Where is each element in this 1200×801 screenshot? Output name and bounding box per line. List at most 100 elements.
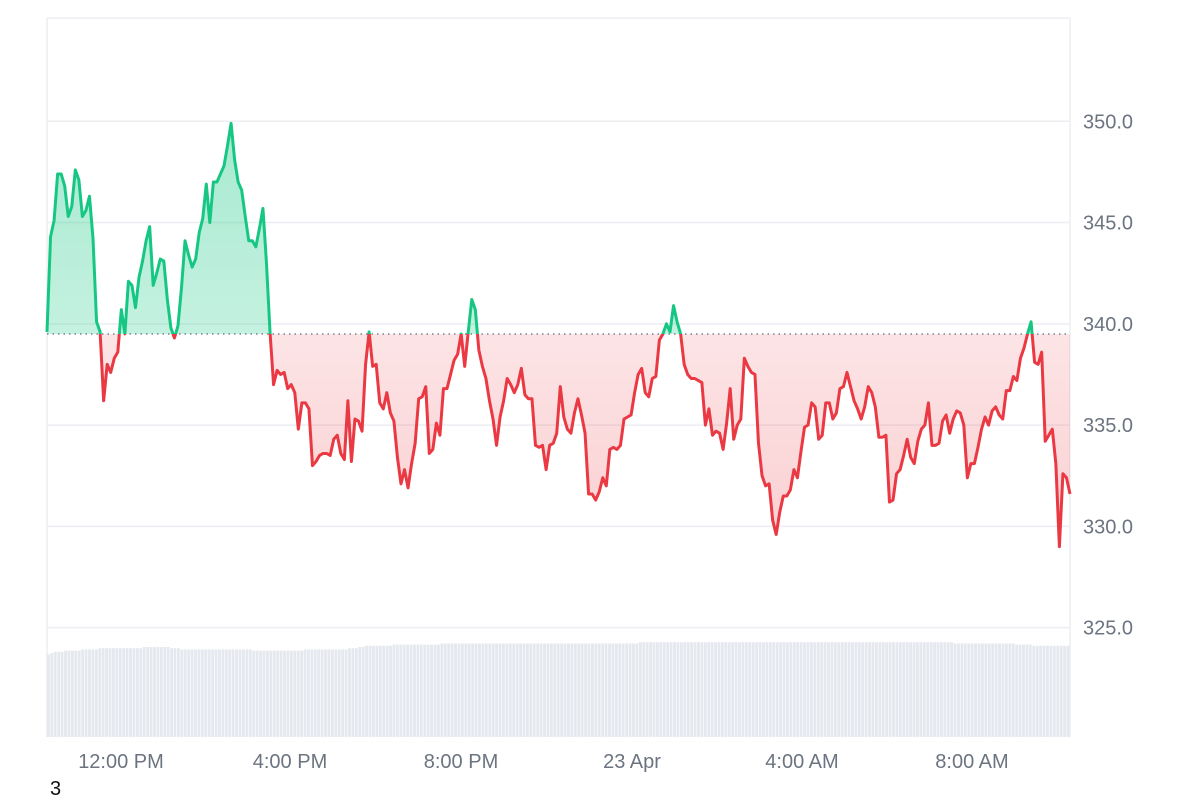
volume-bar bbox=[313, 649, 317, 737]
volume-bar bbox=[519, 643, 522, 737]
volume-bar bbox=[741, 642, 745, 737]
volume-bar bbox=[272, 650, 276, 737]
volume-bar bbox=[683, 642, 687, 737]
volume-bar bbox=[413, 644, 416, 737]
volume-bar bbox=[892, 642, 895, 737]
volume-bar bbox=[242, 649, 245, 737]
volume-bar bbox=[276, 650, 280, 737]
volume-bar bbox=[1028, 644, 1032, 737]
volume-bar bbox=[977, 643, 981, 737]
volume-bar bbox=[406, 644, 410, 737]
volume-bar bbox=[94, 649, 98, 737]
volume-bar bbox=[888, 642, 892, 737]
volume-bar bbox=[460, 643, 464, 737]
volume-bar bbox=[450, 643, 454, 737]
volume-bar bbox=[139, 648, 143, 737]
volume-bar bbox=[943, 642, 947, 737]
volume-bar bbox=[721, 642, 724, 737]
volume-bar bbox=[772, 642, 776, 737]
volume-bar bbox=[799, 642, 803, 737]
volume-bar bbox=[303, 649, 307, 737]
volume-bar bbox=[293, 650, 297, 737]
volume-bar bbox=[553, 643, 557, 737]
volume-bar bbox=[734, 642, 738, 737]
volume-bar bbox=[368, 645, 372, 737]
volume-bar bbox=[163, 647, 167, 737]
volume-bar bbox=[262, 650, 266, 737]
volume-bar bbox=[200, 649, 204, 737]
volume-bar bbox=[1008, 643, 1012, 737]
volume-bar bbox=[211, 649, 215, 737]
volume-bar bbox=[830, 642, 834, 737]
volume-bar bbox=[238, 649, 242, 737]
volume-bar bbox=[467, 643, 471, 737]
volume-bar bbox=[218, 649, 221, 737]
volume-bar bbox=[190, 649, 194, 737]
volume-bar bbox=[471, 643, 475, 737]
volume-bar bbox=[792, 642, 796, 737]
volume-bar bbox=[922, 642, 926, 737]
volume-bar bbox=[560, 643, 564, 737]
volume-bar bbox=[748, 642, 752, 737]
volume-bars bbox=[47, 642, 1070, 737]
volume-bar bbox=[498, 643, 502, 737]
volume-bar bbox=[638, 642, 642, 737]
volume-bar bbox=[1063, 645, 1066, 737]
volume-bar bbox=[512, 643, 516, 737]
volume-bar bbox=[967, 643, 971, 737]
volume-bar bbox=[666, 642, 670, 737]
volume-bar bbox=[840, 642, 844, 737]
volume-bar bbox=[905, 642, 909, 737]
x-tick-label: 4:00 AM bbox=[765, 751, 838, 773]
volume-bar bbox=[762, 642, 765, 737]
volume-bar bbox=[443, 643, 447, 737]
volume-bar bbox=[484, 643, 488, 737]
area-below-baseline bbox=[100, 333, 1070, 547]
volume-bar bbox=[614, 643, 618, 737]
volume-bar bbox=[1066, 645, 1070, 737]
volume-bar bbox=[1052, 645, 1056, 737]
volume-bar bbox=[587, 643, 591, 737]
volume-bar bbox=[248, 649, 252, 737]
price-area bbox=[47, 123, 1070, 547]
x-tick-label: 12:00 PM bbox=[78, 751, 164, 773]
volume-bar bbox=[286, 650, 290, 737]
price-line bbox=[45, 121, 1072, 549]
volume-bar bbox=[1022, 644, 1025, 737]
volume-bar bbox=[84, 649, 88, 737]
volume-bar bbox=[703, 642, 707, 737]
volume-bar bbox=[570, 643, 574, 737]
volume-bar bbox=[50, 653, 54, 737]
volume-bar bbox=[953, 643, 957, 737]
volume-bar bbox=[330, 649, 334, 737]
x-axis-ticks: 12:00 PM 4:00 PM 8:00 PM 23 Apr 4:00 AM 8:00 … bbox=[78, 751, 1009, 773]
volume-bar bbox=[378, 645, 382, 737]
volume-bar bbox=[81, 649, 85, 737]
volume-bar bbox=[60, 651, 64, 737]
volume-bar bbox=[1015, 644, 1019, 737]
x-tick-label: 4:00 PM bbox=[253, 751, 327, 773]
volume-bar bbox=[395, 644, 399, 737]
volume-bar bbox=[1035, 645, 1039, 737]
volume-bar bbox=[881, 642, 885, 737]
volume-bar bbox=[375, 645, 379, 737]
volume-bar bbox=[1025, 644, 1029, 737]
volume-bar bbox=[324, 649, 327, 737]
volume-bar bbox=[789, 642, 793, 737]
volume-bar bbox=[1042, 645, 1046, 737]
volume-bar bbox=[768, 642, 772, 737]
volume-bar bbox=[601, 643, 605, 737]
volume-bar bbox=[874, 642, 878, 737]
volume-bar bbox=[806, 642, 810, 737]
volume-bar bbox=[950, 642, 954, 737]
volume-bar bbox=[515, 643, 519, 737]
volume-bar bbox=[960, 643, 964, 737]
volume-bar bbox=[809, 642, 813, 737]
y-tick-label: 350.0 bbox=[1083, 111, 1133, 133]
volume-bar bbox=[868, 642, 871, 737]
volume-bar bbox=[580, 643, 584, 737]
volume-bar bbox=[300, 650, 304, 737]
volume-bar bbox=[864, 642, 868, 737]
volume-bar bbox=[409, 644, 413, 737]
volume-bar bbox=[47, 654, 50, 737]
